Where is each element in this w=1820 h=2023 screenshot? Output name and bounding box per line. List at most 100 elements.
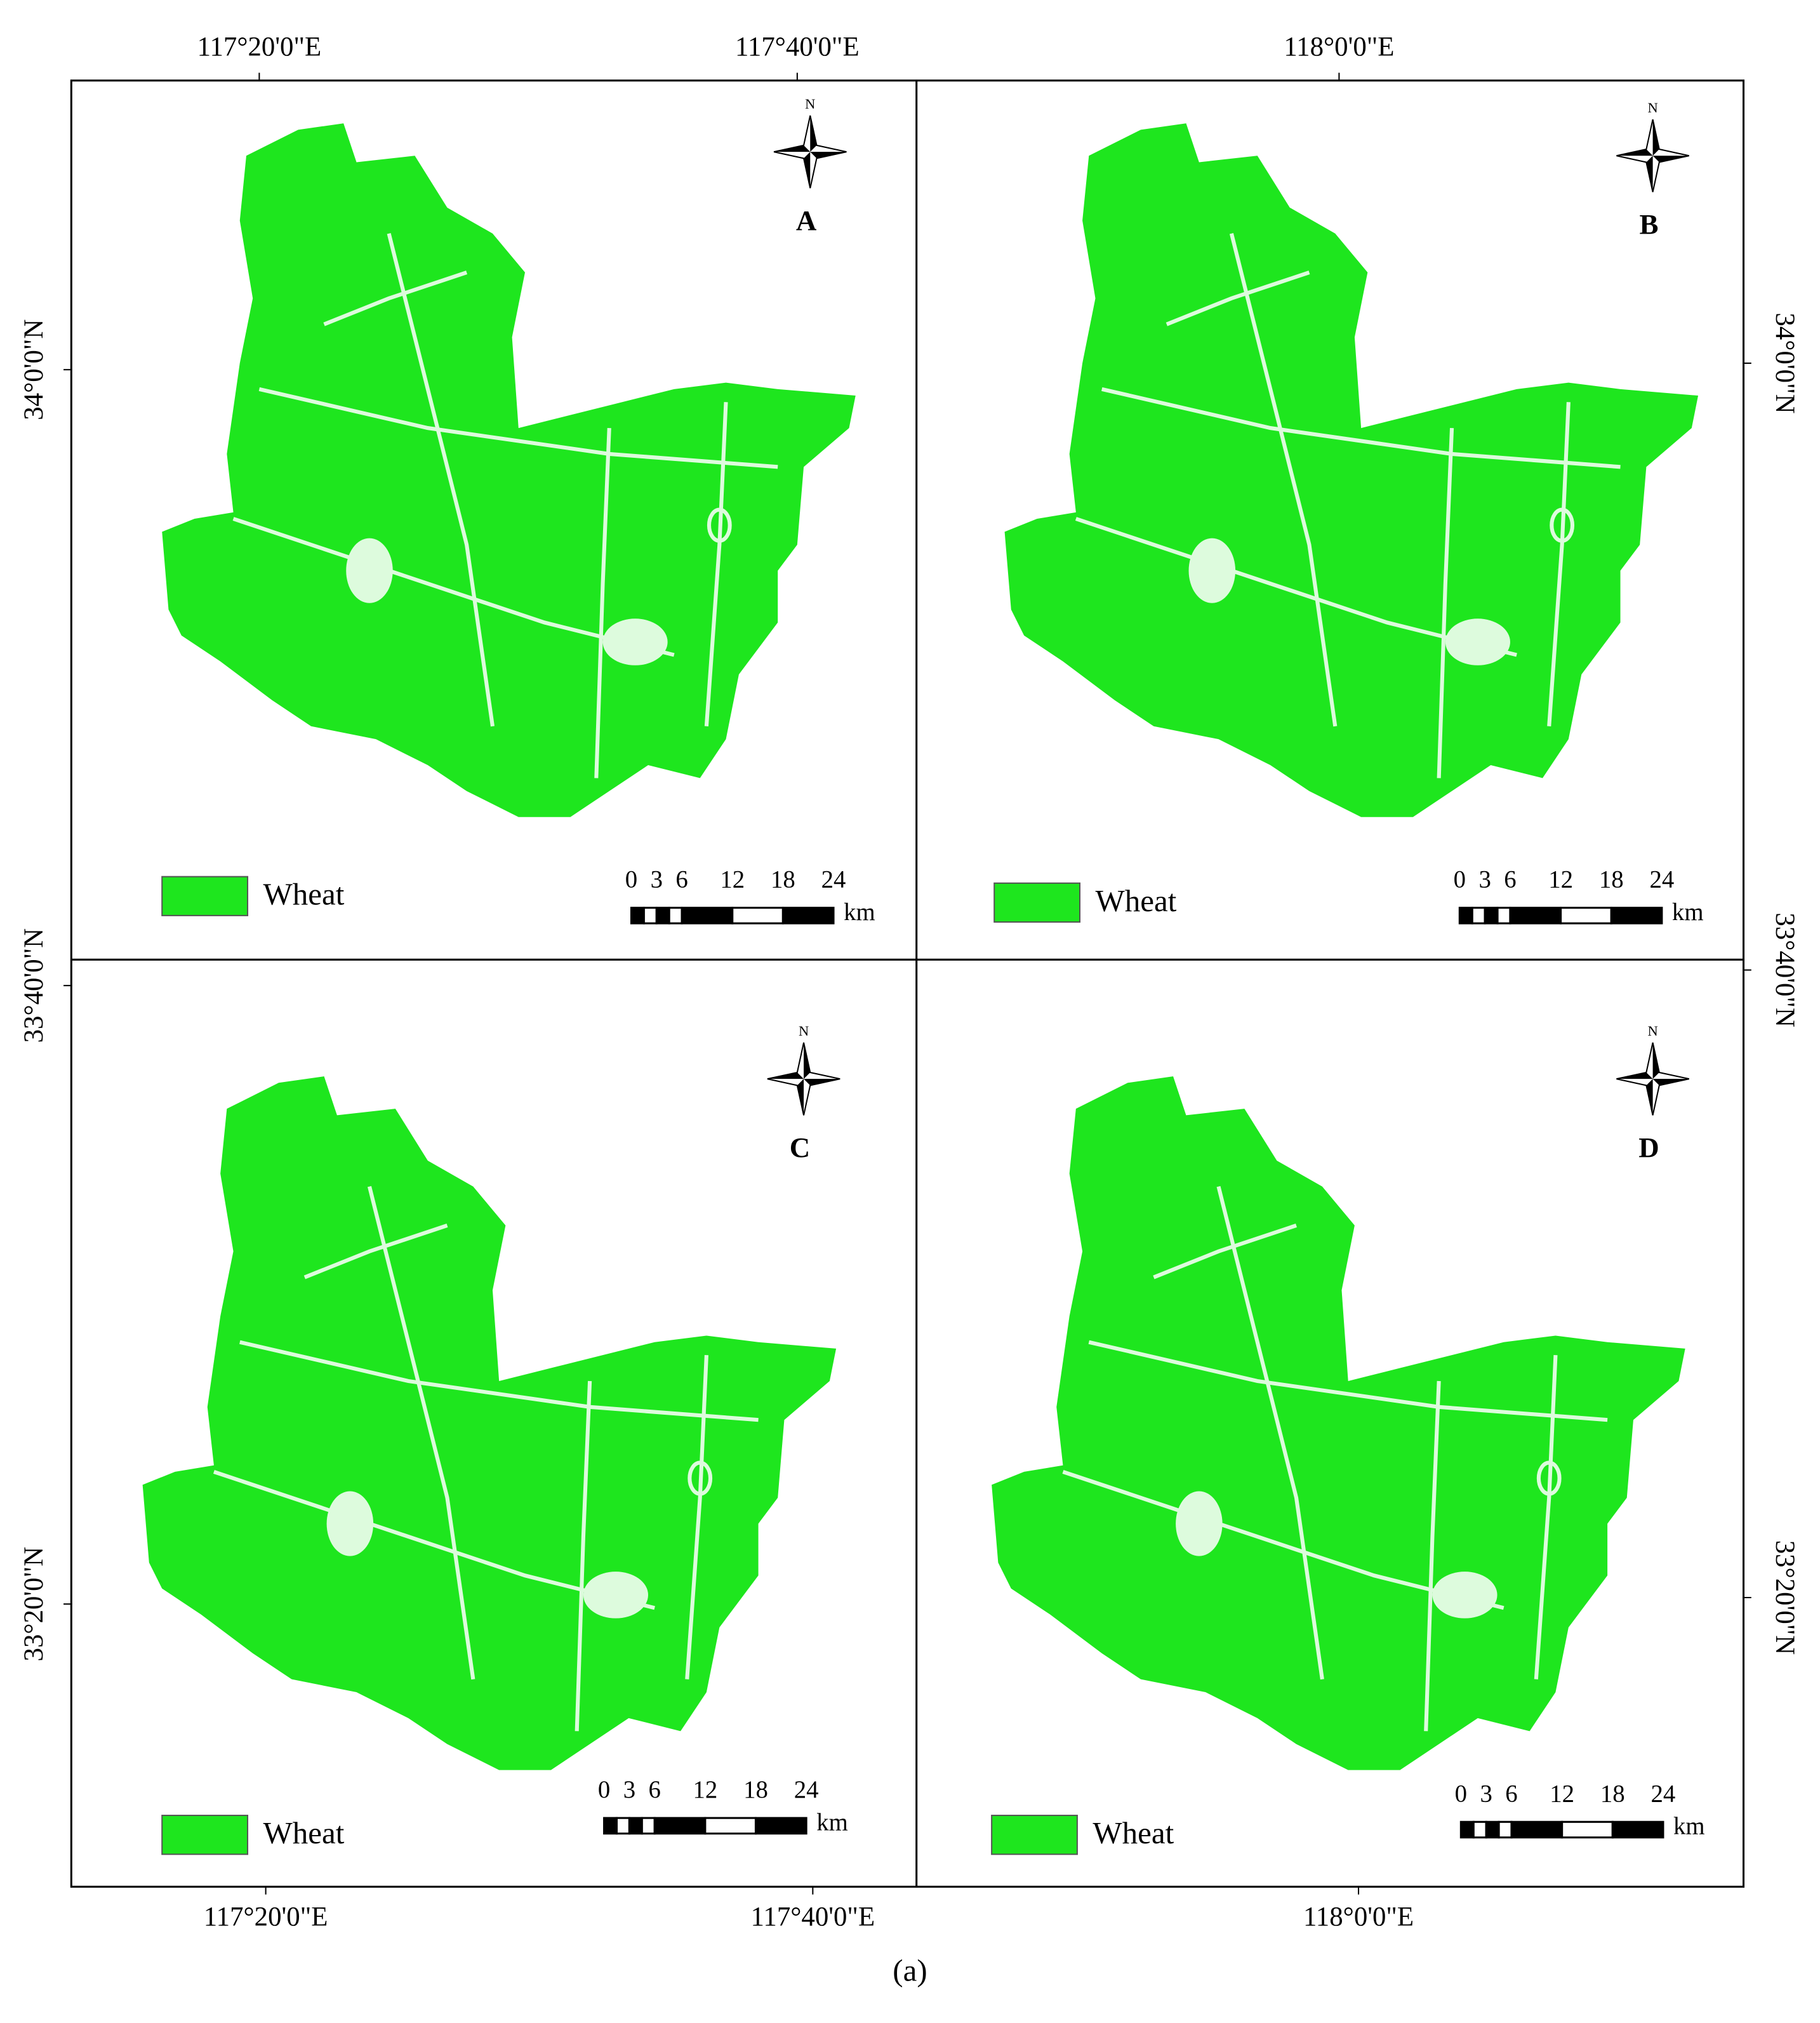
scale-label: 18 — [743, 1776, 768, 1803]
lon-label: 118°0'0"E — [1284, 32, 1394, 62]
lon-label: 117°20'0"E — [204, 1902, 328, 1932]
scale-segment — [668, 907, 683, 925]
lon-label: 117°40'0"E — [751, 1902, 875, 1932]
scale-segment — [615, 1817, 630, 1835]
scale-segment — [1459, 1820, 1475, 1839]
north-label: N — [799, 1023, 809, 1039]
wheat-map — [992, 1076, 1685, 1770]
scale-label: 0 — [1454, 866, 1466, 893]
north-label: N — [805, 96, 815, 112]
scale-segment — [1509, 907, 1562, 925]
scale-label: 6 — [1504, 866, 1516, 893]
scale-label: 12 — [1548, 866, 1573, 893]
lat-label: 33°40'0"N — [19, 928, 49, 1043]
legend-swatch — [161, 1815, 249, 1855]
scale-segment — [1471, 907, 1486, 925]
wheat-map — [162, 123, 856, 817]
lat-label: 33°20'0"N — [1770, 1540, 1800, 1655]
scale-segment — [731, 907, 784, 925]
scale-segment — [1561, 1820, 1614, 1839]
region — [142, 1076, 837, 1770]
scale-segment — [1510, 1820, 1564, 1839]
legend-label: Wheat — [1096, 883, 1177, 918]
lon-label: 117°20'0"E — [197, 32, 322, 62]
north-label: N — [1647, 100, 1657, 116]
scale-segment — [642, 907, 658, 925]
scale-label: 24 — [821, 866, 846, 893]
lat-label: 33°40'0"N — [1770, 912, 1800, 1027]
scale-segment — [655, 907, 670, 925]
legend-swatch — [991, 1815, 1078, 1855]
north-label: N — [1647, 1023, 1657, 1039]
scale-segment — [1472, 1820, 1487, 1839]
scale-segment — [1560, 907, 1612, 925]
scale-segment — [628, 1817, 643, 1835]
scale-segment — [781, 907, 835, 925]
region — [162, 123, 856, 817]
scale-segment — [630, 907, 645, 925]
panel-letter: C — [790, 1132, 810, 1163]
scale-label: 6 — [1505, 1780, 1517, 1807]
compass-star — [774, 115, 847, 189]
scale-label: 3 — [623, 1776, 635, 1803]
scale-segment — [1611, 1820, 1664, 1839]
legend-swatch — [993, 882, 1081, 923]
scale-segment — [704, 1817, 757, 1835]
scale-segment — [653, 1817, 707, 1835]
scale-segment — [1484, 907, 1499, 925]
scale-label: 24 — [1651, 1780, 1676, 1807]
lon-label: 117°40'0"E — [735, 32, 860, 62]
scale-label: 12 — [1550, 1780, 1574, 1807]
north-arrow: N — [1616, 100, 1689, 192]
scale-segment — [603, 1817, 618, 1835]
lat-label: 33°20'0"N — [19, 1547, 49, 1662]
scale-segment — [754, 1817, 807, 1835]
legend-label: Wheat — [263, 1815, 345, 1850]
scale-label: 24 — [794, 1776, 819, 1803]
scale-segment — [1498, 1820, 1513, 1839]
scale-label: 3 — [1480, 1780, 1492, 1807]
lon-label: 118°0'0"E — [1303, 1902, 1414, 1932]
region — [992, 1076, 1685, 1770]
scale-segment — [641, 1817, 656, 1835]
scale-segment — [1496, 907, 1511, 925]
scale-label: 18 — [1600, 1780, 1625, 1807]
legend-label: Wheat — [1093, 1815, 1174, 1850]
legend-swatch — [161, 876, 249, 916]
legend-label: Wheat — [263, 877, 345, 912]
lat-label: 34°0'0"N — [19, 319, 49, 420]
scale-label: 24 — [1649, 866, 1674, 893]
scale-unit: km — [844, 898, 875, 926]
scale-label: 18 — [771, 866, 795, 893]
scale-label: 6 — [649, 1776, 661, 1803]
panel-letter: D — [1638, 1132, 1659, 1163]
region — [1004, 123, 1699, 817]
lat-label: 34°0'0"N — [1770, 312, 1800, 413]
scale-segment — [1458, 907, 1473, 925]
scale-label: 0 — [1455, 1780, 1467, 1807]
scale-label: 3 — [651, 866, 663, 893]
scale-segment — [1610, 907, 1663, 925]
scale-label: 6 — [675, 866, 687, 893]
scale-label: 0 — [598, 1776, 610, 1803]
scale-label: 3 — [1478, 866, 1491, 893]
caption: (a) — [893, 1953, 927, 1987]
north-arrow: N — [767, 1023, 840, 1116]
scale-label: 12 — [693, 1776, 717, 1803]
scale-segment — [1485, 1820, 1500, 1839]
scale-unit: km — [1672, 898, 1704, 926]
scale-segment — [681, 907, 734, 925]
frame — [70, 79, 1745, 1888]
scale-unit: km — [1673, 1812, 1705, 1839]
wheat-map — [1004, 123, 1699, 817]
scale-label: 0 — [625, 866, 637, 893]
north-arrow: N — [773, 96, 847, 189]
panel-letter: A — [796, 204, 817, 236]
scale-unit: km — [816, 1808, 848, 1836]
panel-letter: B — [1639, 208, 1658, 240]
scale-label: 18 — [1599, 866, 1624, 893]
north-arrow: N — [1616, 1023, 1689, 1116]
scale-label: 12 — [720, 866, 745, 893]
wheat-map — [142, 1076, 837, 1770]
